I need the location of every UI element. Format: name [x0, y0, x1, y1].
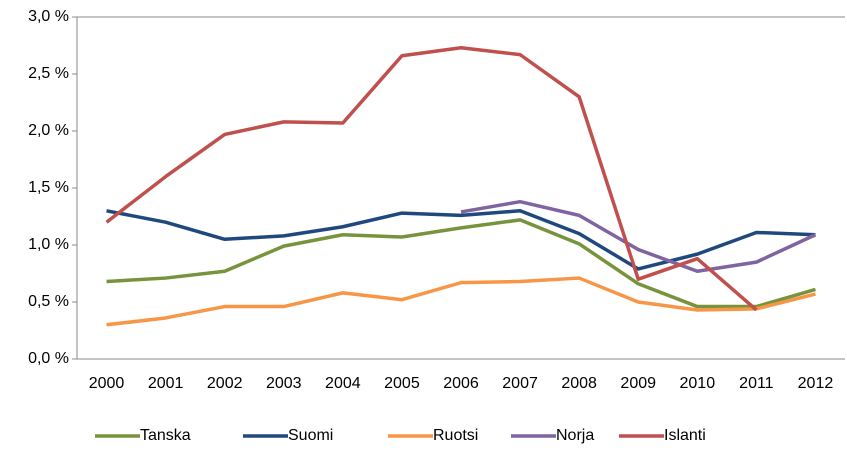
legend-label: Norja: [556, 427, 594, 444]
y-tick-label: 0,0 %: [28, 350, 69, 367]
x-tick-label: 2008: [561, 375, 597, 392]
x-tick-label: 2006: [443, 375, 479, 392]
x-tick-label: 2012: [798, 375, 834, 392]
series-line: [106, 209, 816, 271]
series-line: [460, 199, 817, 273]
y-tick-label: 2,0 %: [28, 122, 69, 139]
legend-label: Islanti: [664, 427, 706, 444]
y-tick-label: 1,0 %: [28, 236, 69, 253]
x-tick-label: 2009: [620, 375, 656, 392]
series-line: [106, 276, 816, 327]
x-tick-label: 2003: [266, 375, 302, 392]
legend-label: Tanska: [140, 427, 191, 444]
series-line: [105, 46, 758, 312]
x-tick-label: 2010: [680, 375, 716, 392]
legend-label: Suomi: [288, 427, 333, 444]
y-tick-label: 0,5 %: [28, 293, 69, 310]
x-tick-label: 2001: [148, 375, 184, 392]
x-tick-label: 2002: [207, 375, 243, 392]
x-tick-label: 2004: [325, 375, 361, 392]
y-tick-label: 3,0 %: [28, 8, 69, 25]
y-tick-label: 1,5 %: [28, 179, 69, 196]
x-tick-label: 2000: [89, 375, 125, 392]
y-tick-label: 2,5 %: [28, 65, 69, 82]
series-line: [106, 218, 816, 309]
x-tick-label: 2005: [384, 375, 420, 392]
x-tick-label: 2011: [739, 375, 774, 392]
x-tick-label: 2007: [502, 375, 538, 392]
legend-label: Ruotsi: [433, 427, 478, 444]
